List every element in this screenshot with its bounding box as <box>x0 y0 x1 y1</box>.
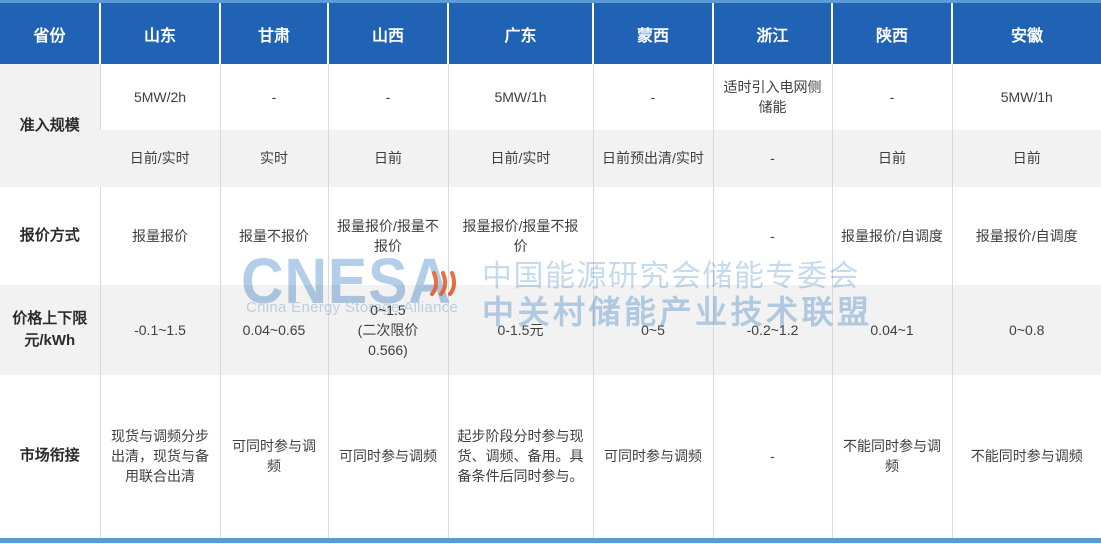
table-cell: 不能同时参与调频 <box>831 375 952 540</box>
table-cell: 报量报价/自调度 <box>951 187 1101 285</box>
col-header-shaanxi: 陕西 <box>832 1 953 64</box>
row-label-market-link: 市场衔接 <box>19 447 80 465</box>
table-cell: 日前 <box>327 130 448 187</box>
table-cell: 5MW/2h <box>99 64 220 130</box>
table-cell: 0~1.5 (二次限价 0.566) <box>327 285 448 375</box>
table-cell: 可同时参与调频 <box>219 375 328 540</box>
table-cell: - <box>219 64 328 130</box>
table-cell: 实时 <box>219 130 328 187</box>
table-cell: 可同时参与调频 <box>327 375 448 540</box>
col-header-shanxi: 山西 <box>328 1 449 64</box>
table-cell: 适时引入电网侧储能 <box>712 64 832 130</box>
table-cell: 不能同时参与调频 <box>951 375 1101 540</box>
table-cell: 起步阶段分时参与现货、调频、备用。具备条件后同时参与。 <box>447 375 593 540</box>
table-cell: 0.04~1 <box>831 285 952 375</box>
table-cell: 0~5 <box>592 285 713 375</box>
row-market-session: 日前/实时 实时 日前 日前/实时 日前预出清/实时 - 日前 日前 <box>0 130 1101 187</box>
table-cell: -0.1~1.5 <box>99 285 220 375</box>
table-cell: - <box>831 64 952 130</box>
row-price-limits: 价格上下限 元/kWh -0.1~1.5 0.04~0.65 0~1.5 (二次… <box>0 285 1101 375</box>
table-cell: 报量报价/报量不报价 <box>447 187 593 285</box>
row-label-quote-method: 报价方式 <box>19 227 80 245</box>
row-label-price-limits: 价格上下限 元/kWh <box>12 310 88 349</box>
table-cell: - <box>712 130 832 187</box>
table-cell: 日前预出清/实时 <box>592 130 713 187</box>
table-cell: 0-1.5元 <box>447 285 593 375</box>
col-header-guangdong: 广东 <box>448 1 594 64</box>
table-cell: 日前 <box>951 130 1101 187</box>
table-cell: 报量报价 <box>99 187 220 285</box>
table-cell: 报量报价/自调度 <box>831 187 952 285</box>
row-label-access-scale: 准入规模 <box>0 64 100 187</box>
table-cell: - <box>712 375 832 540</box>
row-market-link: 市场衔接 现货与调频分步出清，现货与备用联合出清 可同时参与调频 可同时参与调频… <box>0 375 1101 540</box>
table-cell: - <box>712 187 832 285</box>
table-cell: - <box>592 64 713 130</box>
col-header-gansu: 甘肃 <box>220 1 329 64</box>
col-header-province: 省份 <box>0 1 101 64</box>
col-header-anhui: 安徽 <box>952 1 1101 64</box>
table-cell: 5MW/1h <box>951 64 1101 130</box>
table-cell: 0~0.8 <box>951 285 1101 375</box>
table-cell: 报量报价/报量不报价 <box>327 187 448 285</box>
table-cell: 可同时参与调频 <box>592 375 713 540</box>
table-cell: -0.2~1.2 <box>712 285 832 375</box>
row-quote-method: 报价方式 报量报价 报量不报价 报量报价/报量不报价 报量报价/报量不报价 - … <box>0 187 1101 285</box>
table-cell: 5MW/1h <box>447 64 593 130</box>
table-cell: 报量不报价 <box>219 187 328 285</box>
row-access-scale: 准入规模 5MW/2h - - 5MW/1h - 适时引入电网侧储能 - 5MW… <box>0 64 1101 187</box>
col-header-shandong: 山东 <box>100 1 221 64</box>
col-header-mengxi: 蒙西 <box>593 1 714 64</box>
table-cell: 日前/实时 <box>129 150 190 167</box>
table-cell <box>592 187 713 285</box>
table-cell: 现货与调频分步出清，现货与备用联合出清 <box>99 375 220 540</box>
table-cell: - <box>327 64 448 130</box>
table-cell: 0.04~0.65 <box>219 285 328 375</box>
table-cell: 日前 <box>831 130 952 187</box>
header-row: 省份 山东 甘肃 山西 广东 蒙西 浙江 陕西 安徽 <box>0 1 1101 64</box>
col-header-zhejiang: 浙江 <box>713 1 833 64</box>
table-cell: 日前/实时 <box>447 130 593 187</box>
